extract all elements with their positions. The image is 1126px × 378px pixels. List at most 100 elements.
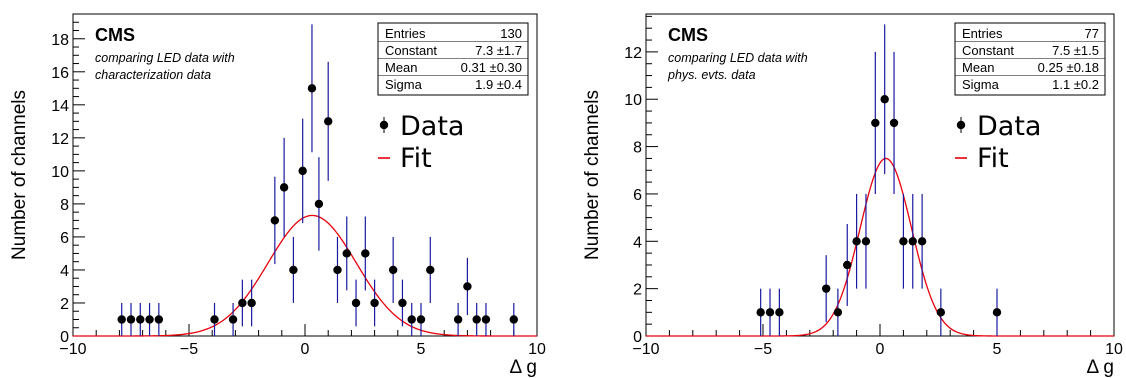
stats-label: Entries <box>962 26 1003 41</box>
data-point <box>861 237 871 246</box>
subtitle-line: comparing LED data with <box>95 51 235 65</box>
fit-curve <box>646 157 1114 337</box>
y-tick-label: 4 <box>60 263 69 280</box>
data-point <box>247 298 256 308</box>
y-tick-label: 6 <box>60 230 69 247</box>
data-points <box>117 24 518 336</box>
fit-curve <box>73 214 537 337</box>
data-point <box>472 315 481 324</box>
data-point <box>416 315 426 324</box>
y-tick-label: 10 <box>624 92 642 109</box>
x-tick-label: 5 <box>417 341 426 358</box>
subtitle-line: characterization data <box>95 68 211 82</box>
data-point <box>407 315 416 324</box>
y-axis-title: Number of channels <box>9 90 30 260</box>
data-point <box>238 298 247 308</box>
y-tick-label: 6 <box>633 187 642 204</box>
data-points <box>756 24 1002 336</box>
data-point <box>775 308 784 317</box>
legend-label-fit: Fit <box>977 143 1009 174</box>
x-axis-title: Δ g <box>1087 357 1115 378</box>
data-point <box>289 265 298 275</box>
y-tick-label: 2 <box>60 296 69 313</box>
y-tick-label: 12 <box>624 45 642 62</box>
data-point <box>388 265 398 275</box>
y-tick-label: 16 <box>51 65 69 82</box>
data-point <box>324 117 333 126</box>
stats-label: Constant <box>962 43 1014 58</box>
stats-label: Sigma <box>962 77 1000 92</box>
data-point <box>117 315 126 324</box>
data-point <box>765 308 775 317</box>
stats-value: 0.31 ±0.30 <box>461 60 522 75</box>
y-tick-label: 8 <box>633 140 642 157</box>
stats-value: 0.25 ±0.18 <box>1038 60 1099 75</box>
stats-box: Entries 77 Constant 7.5 ±1.5 Mean 0.25 ±0.18 S… <box>954 22 1106 96</box>
stats-value: 77 <box>1085 26 1099 41</box>
data-point <box>126 315 136 324</box>
x-axis: −10 −5 0 5 10 <box>632 324 1123 358</box>
x-axis-title: Δ g <box>510 357 538 378</box>
data-point <box>342 249 351 258</box>
data-point <box>314 199 324 209</box>
stats-box-frame <box>377 22 529 96</box>
x-tick-label: −10 <box>632 341 659 358</box>
subtitle-line: comparing LED data with <box>668 51 808 65</box>
y-axis: 0 2 4 6 8 10 12 14 16 18 <box>51 13 85 346</box>
stats-value: 1.9 ±0.4 <box>475 77 522 92</box>
y-tick-label: 2 <box>633 282 642 299</box>
data-point <box>426 265 435 275</box>
y-tick-label: 8 <box>60 197 69 214</box>
x-tick-label: 0 <box>876 341 885 358</box>
x-tick-label: 10 <box>1105 341 1123 358</box>
stats-label: Sigma <box>385 77 423 92</box>
y-tick-label: 14 <box>51 98 69 115</box>
stats-value: 130 <box>500 26 522 41</box>
data-point <box>821 284 831 293</box>
data-point <box>270 216 280 225</box>
stats-value: 7.5 ±1.5 <box>1052 43 1099 58</box>
data-point <box>908 237 917 246</box>
data-point <box>917 237 927 246</box>
y-tick-label: 4 <box>633 234 642 251</box>
data-point <box>370 298 379 308</box>
data-point <box>481 315 491 324</box>
stats-label: Mean <box>385 60 418 75</box>
stats-label: Mean <box>962 60 995 75</box>
data-point <box>398 298 407 308</box>
data-point <box>361 249 370 258</box>
x-tick-label: −10 <box>59 341 86 358</box>
stats-label: Entries <box>385 26 426 41</box>
legend-label-fit: Fit <box>400 143 432 174</box>
legend-label-data: Data <box>977 111 1041 142</box>
stats-label: Constant <box>385 43 437 58</box>
y-axis: 0 2 4 6 8 10 12 <box>624 15 658 346</box>
stats-box: Entries 130 Constant 7.3 ±1.7 Mean 0.31 ±0.30… <box>377 22 529 96</box>
data-point <box>852 237 861 246</box>
data-point <box>889 118 899 128</box>
x-tick-label: 5 <box>993 341 1002 358</box>
stats-value: 7.3 ±1.7 <box>475 43 522 58</box>
data-point <box>210 315 219 324</box>
data-point <box>154 315 164 324</box>
data-point <box>843 260 852 270</box>
x-tick-label: −5 <box>754 341 772 358</box>
y-tick-label: 12 <box>51 131 69 148</box>
data-point <box>307 84 317 93</box>
data-point <box>298 166 307 176</box>
data-point <box>333 265 342 275</box>
x-axis: −10 −5 0 5 10 <box>59 324 546 358</box>
data-point <box>463 282 472 291</box>
data-point <box>871 118 880 128</box>
data-point <box>228 315 238 324</box>
subtitle-line: phys. evts. data <box>667 68 756 82</box>
data-point <box>899 237 908 246</box>
y-tick-label: 0 <box>633 329 642 346</box>
experiment-label: CMS <box>95 25 135 45</box>
x-tick-label: −5 <box>180 341 198 358</box>
data-point <box>453 315 463 324</box>
y-tick-label: 10 <box>51 164 69 181</box>
